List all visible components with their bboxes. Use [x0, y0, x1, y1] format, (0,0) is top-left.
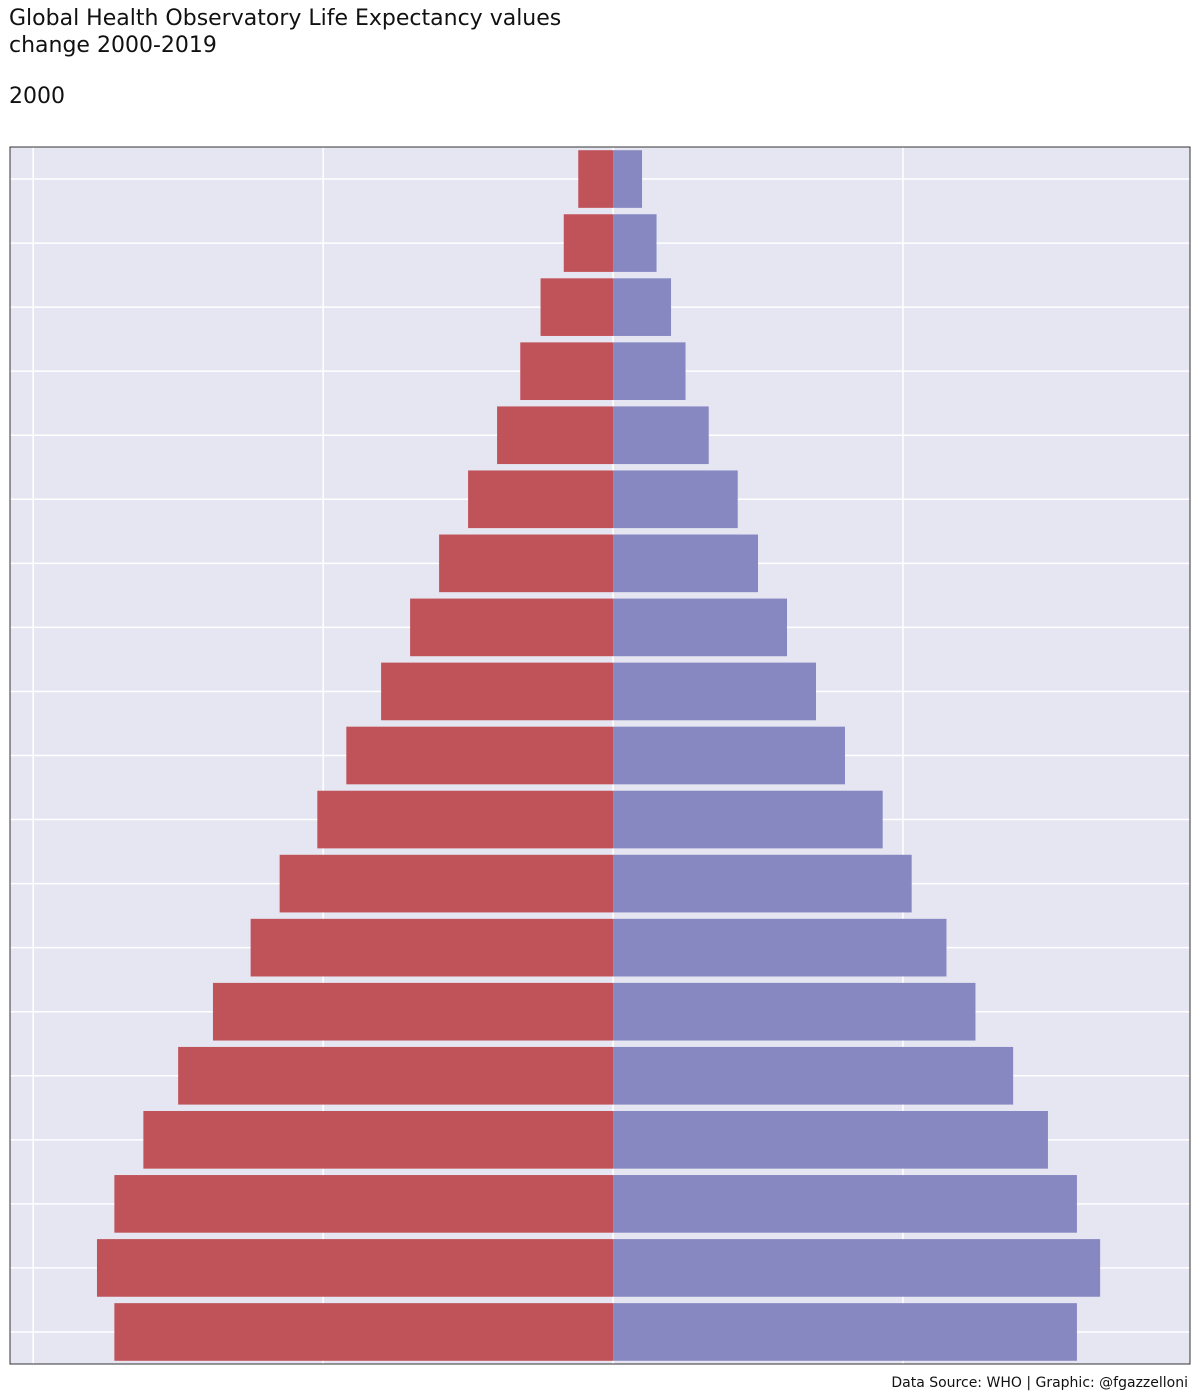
- bar: [563, 214, 614, 272]
- bar: [520, 342, 614, 401]
- bar: [613, 1175, 1077, 1233]
- bar: [317, 790, 614, 849]
- chart-title: Global Health Observatory Life Expectanc…: [9, 6, 561, 31]
- bar: [497, 406, 614, 465]
- bar: [613, 726, 845, 785]
- bar: [96, 1239, 614, 1297]
- bar: [613, 598, 788, 657]
- chart-subtitle: 2000: [9, 84, 65, 109]
- bar: [346, 726, 614, 785]
- bar: [178, 1046, 614, 1105]
- bar: [410, 598, 614, 657]
- bar: [613, 1239, 1101, 1297]
- bar: [540, 278, 614, 336]
- caption: Data Source: WHO | Graphic: @fgazzelloni: [891, 1375, 1188, 1391]
- bar: [114, 1175, 614, 1233]
- bar: [613, 470, 738, 529]
- bar: [468, 470, 614, 529]
- bar: [250, 918, 614, 977]
- bar: [613, 214, 657, 272]
- bar: [578, 150, 614, 208]
- bar: [613, 534, 759, 593]
- bar: [613, 1046, 1014, 1105]
- bar: [613, 342, 686, 401]
- bar: [613, 854, 912, 913]
- bar: [114, 1303, 614, 1361]
- bar: [279, 854, 614, 913]
- panel-border: [9, 146, 1191, 1365]
- bar: [613, 918, 947, 977]
- bar: [613, 150, 643, 208]
- bar: [613, 790, 883, 849]
- bar: [613, 278, 672, 336]
- bar: [613, 1110, 1048, 1169]
- bar: [613, 406, 709, 465]
- bar: [212, 982, 614, 1041]
- bar: [143, 1110, 614, 1169]
- bar: [381, 662, 614, 721]
- bar: [613, 662, 816, 721]
- bar: [613, 1303, 1077, 1361]
- chart-title: change 2000-2019: [9, 33, 217, 58]
- bar: [613, 982, 976, 1041]
- bar: [439, 534, 614, 593]
